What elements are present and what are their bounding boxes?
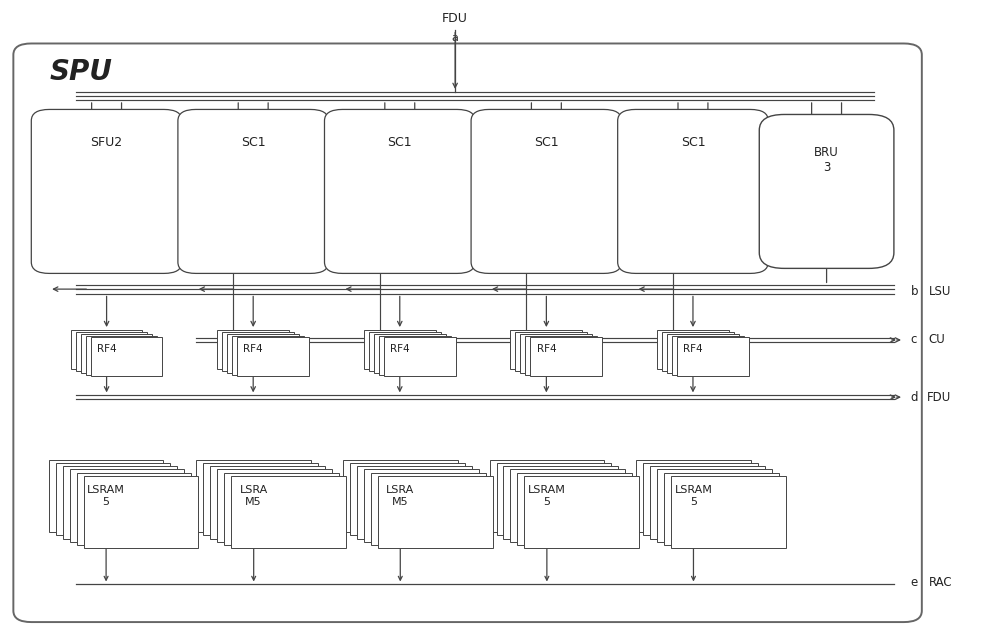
Text: RF4: RF4: [390, 345, 410, 355]
Text: a: a: [452, 33, 459, 43]
FancyBboxPatch shape: [196, 460, 311, 532]
FancyBboxPatch shape: [71, 330, 142, 369]
Text: LSU: LSU: [929, 285, 951, 298]
Text: CU: CU: [929, 333, 946, 346]
FancyBboxPatch shape: [657, 469, 772, 541]
FancyBboxPatch shape: [231, 476, 346, 548]
Text: RF4: RF4: [243, 345, 263, 355]
FancyBboxPatch shape: [667, 334, 739, 373]
Text: LSRAM
5: LSRAM 5: [528, 485, 566, 507]
Text: RAC: RAC: [929, 576, 952, 589]
Text: c: c: [911, 333, 917, 346]
FancyBboxPatch shape: [364, 469, 479, 541]
FancyBboxPatch shape: [471, 109, 622, 273]
Text: SPU: SPU: [49, 58, 112, 86]
FancyBboxPatch shape: [510, 330, 582, 369]
FancyBboxPatch shape: [664, 473, 779, 545]
FancyBboxPatch shape: [369, 332, 441, 371]
FancyBboxPatch shape: [515, 332, 587, 371]
Text: SFU2: SFU2: [91, 136, 123, 150]
FancyBboxPatch shape: [49, 460, 163, 532]
FancyBboxPatch shape: [510, 469, 625, 541]
FancyBboxPatch shape: [86, 336, 157, 375]
FancyBboxPatch shape: [222, 332, 294, 371]
FancyBboxPatch shape: [378, 476, 493, 548]
FancyBboxPatch shape: [210, 466, 325, 538]
FancyBboxPatch shape: [237, 338, 309, 377]
FancyBboxPatch shape: [203, 463, 318, 535]
FancyBboxPatch shape: [677, 338, 749, 377]
Text: SC1: SC1: [534, 136, 559, 150]
Text: BRU
3: BRU 3: [814, 146, 839, 174]
FancyBboxPatch shape: [497, 463, 611, 535]
Text: SC1: SC1: [387, 136, 412, 150]
Text: LSRA
M5: LSRA M5: [240, 485, 268, 507]
FancyBboxPatch shape: [232, 336, 304, 375]
FancyBboxPatch shape: [672, 336, 744, 375]
FancyBboxPatch shape: [525, 336, 597, 375]
Text: RF4: RF4: [97, 345, 116, 355]
FancyBboxPatch shape: [56, 463, 170, 535]
FancyBboxPatch shape: [350, 463, 465, 535]
FancyBboxPatch shape: [643, 463, 758, 535]
FancyBboxPatch shape: [671, 476, 786, 548]
Text: FDU: FDU: [442, 12, 468, 25]
FancyBboxPatch shape: [517, 473, 632, 545]
FancyBboxPatch shape: [503, 466, 618, 538]
FancyBboxPatch shape: [81, 334, 152, 373]
FancyBboxPatch shape: [520, 334, 592, 373]
FancyBboxPatch shape: [371, 473, 486, 545]
FancyBboxPatch shape: [70, 469, 184, 541]
FancyBboxPatch shape: [650, 466, 765, 538]
FancyBboxPatch shape: [364, 330, 436, 369]
FancyBboxPatch shape: [91, 338, 162, 377]
FancyBboxPatch shape: [31, 109, 182, 273]
Text: LSRA
M5: LSRA M5: [386, 485, 414, 507]
FancyBboxPatch shape: [490, 460, 604, 532]
Text: b: b: [911, 285, 918, 298]
FancyBboxPatch shape: [76, 332, 147, 371]
FancyBboxPatch shape: [636, 460, 751, 532]
Text: SC1: SC1: [241, 136, 266, 150]
FancyBboxPatch shape: [530, 338, 602, 377]
Text: d: d: [911, 391, 918, 404]
FancyBboxPatch shape: [324, 109, 475, 273]
FancyBboxPatch shape: [343, 460, 458, 532]
Text: RF4: RF4: [683, 345, 703, 355]
FancyBboxPatch shape: [662, 332, 734, 371]
FancyBboxPatch shape: [77, 473, 191, 545]
Text: LSRAM
5: LSRAM 5: [87, 485, 125, 507]
FancyBboxPatch shape: [217, 330, 289, 369]
FancyBboxPatch shape: [178, 109, 328, 273]
Text: SC1: SC1: [681, 136, 705, 150]
FancyBboxPatch shape: [13, 44, 922, 622]
FancyBboxPatch shape: [379, 336, 451, 375]
FancyBboxPatch shape: [227, 334, 299, 373]
Text: e: e: [911, 576, 918, 589]
FancyBboxPatch shape: [63, 466, 177, 538]
FancyBboxPatch shape: [524, 476, 639, 548]
FancyBboxPatch shape: [357, 466, 472, 538]
FancyBboxPatch shape: [217, 469, 332, 541]
Text: LSRAM
5: LSRAM 5: [675, 485, 712, 507]
FancyBboxPatch shape: [759, 114, 894, 268]
FancyBboxPatch shape: [657, 330, 729, 369]
Text: RF4: RF4: [537, 345, 556, 355]
FancyBboxPatch shape: [374, 334, 446, 373]
FancyBboxPatch shape: [224, 473, 339, 545]
Text: FDU: FDU: [927, 391, 951, 404]
FancyBboxPatch shape: [618, 109, 768, 273]
FancyBboxPatch shape: [384, 338, 456, 377]
FancyBboxPatch shape: [84, 476, 198, 548]
